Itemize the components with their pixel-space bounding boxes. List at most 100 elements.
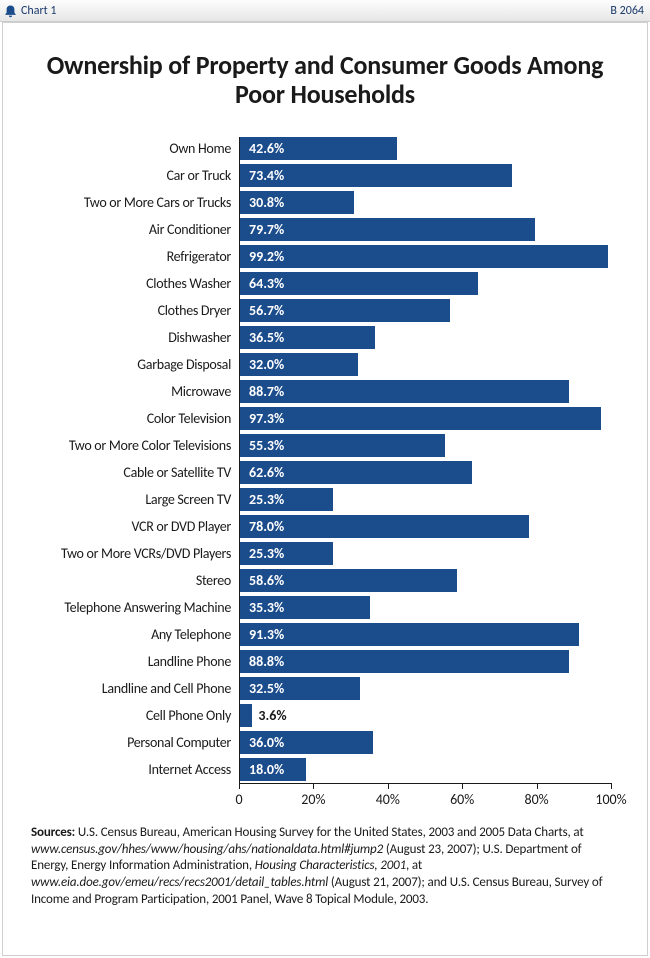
doc-id-label: B 2064: [610, 4, 644, 18]
x-axis-tick-label: 100%: [595, 791, 626, 808]
bar-row: Internet Access18.0%: [31, 756, 619, 783]
bar-track: 3.6%: [239, 704, 611, 727]
bar-row: Cell Phone Only3.6%: [31, 702, 619, 729]
bar-row: Cable or Satellite TV62.6%: [31, 459, 619, 486]
bar-track: 62.6%: [239, 461, 611, 484]
x-axis-line: [239, 783, 611, 784]
x-axis-tick: [313, 783, 314, 789]
bar-category-label: Garbage Disposal: [31, 356, 239, 373]
bar: 73.4%: [239, 164, 512, 187]
bar-category-label: Clothes Dryer: [31, 302, 239, 319]
x-axis-tick-label: 80%: [524, 791, 548, 808]
bar-value-label: 56.7%: [239, 302, 284, 319]
bar-category-label: Cable or Satellite TV: [31, 464, 239, 481]
bar-value-label: 99.2%: [239, 248, 284, 265]
bar: 88.8%: [239, 650, 569, 673]
bar-row: Own Home42.6%: [31, 135, 619, 162]
bar-value-label: 3.6%: [252, 707, 286, 724]
bar: 25.3%: [239, 488, 333, 511]
bar-track: 73.4%: [239, 164, 611, 187]
bar-track: 79.7%: [239, 218, 611, 241]
bar-row: Microwave88.7%: [31, 378, 619, 405]
bar-value-label: 32.0%: [239, 356, 284, 373]
bar: 64.3%: [239, 272, 478, 295]
bar-row: Color Television97.3%: [31, 405, 619, 432]
sources-body: U.S. Census Bureau, American Housing Sur…: [31, 825, 602, 907]
bar-category-label: Personal Computer: [31, 734, 239, 751]
bar-track: 25.3%: [239, 488, 611, 511]
x-axis-tick: [462, 783, 463, 789]
bar-value-label: 25.3%: [239, 545, 284, 562]
x-axis-tick: [611, 783, 612, 789]
bar-value-label: 35.3%: [239, 599, 284, 616]
bar: 55.3%: [239, 434, 445, 457]
bar-track: 25.3%: [239, 542, 611, 565]
bar-value-label: 73.4%: [239, 167, 284, 184]
bar-track: 99.2%: [239, 245, 611, 268]
bar-row: Landline and Cell Phone32.5%: [31, 675, 619, 702]
x-axis-tick-label: 0: [235, 791, 242, 808]
bar: 42.6%: [239, 137, 397, 160]
bar-category-label: Telephone Answering Machine: [31, 599, 239, 616]
x-axis-tick: [537, 783, 538, 789]
bar-track: 32.5%: [239, 677, 611, 700]
x-axis-tick-label: 40%: [376, 791, 400, 808]
bar-row: Car or Truck73.4%: [31, 162, 619, 189]
bar-track: 36.5%: [239, 326, 611, 349]
bar-value-label: 32.5%: [239, 680, 284, 697]
bar-row: Personal Computer36.0%: [31, 729, 619, 756]
bar-category-label: Color Television: [31, 410, 239, 427]
bar: 79.7%: [239, 218, 535, 241]
bar-row: Clothes Washer64.3%: [31, 270, 619, 297]
bar: 18.0%: [239, 758, 306, 781]
bar-track: 42.6%: [239, 137, 611, 160]
bar-category-label: Car or Truck: [31, 167, 239, 184]
bar-category-label: Any Telephone: [31, 626, 239, 643]
bar: 30.8%: [239, 191, 354, 214]
bar-category-label: Cell Phone Only: [31, 707, 239, 724]
bar: 32.5%: [239, 677, 360, 700]
bar-category-label: Two or More Color Televisions: [31, 437, 239, 454]
bar-row: Landline Phone88.8%: [31, 648, 619, 675]
bar: 36.0%: [239, 731, 373, 754]
x-axis: 020%40%60%80%100%: [239, 783, 611, 813]
bar-category-label: Own Home: [31, 140, 239, 157]
bar-category-label: Clothes Washer: [31, 275, 239, 292]
bar: 32.0%: [239, 353, 358, 376]
bar-value-label: 30.8%: [239, 194, 284, 211]
x-axis-tick: [239, 783, 240, 789]
x-axis-tick: [388, 783, 389, 789]
bar-value-label: 36.5%: [239, 329, 284, 346]
bar-category-label: Two or More Cars or Trucks: [31, 194, 239, 211]
bar: 3.6%: [239, 704, 252, 727]
bar-row: Dishwasher36.5%: [31, 324, 619, 351]
bar: 88.7%: [239, 380, 569, 403]
bar-row: Stereo58.6%: [31, 567, 619, 594]
bar: 62.6%: [239, 461, 472, 484]
bar-track: 78.0%: [239, 515, 611, 538]
bar-row: Air Conditioner79.7%: [31, 216, 619, 243]
header-bar: Chart 1 B 2064: [0, 0, 650, 22]
x-axis-tick-label: 60%: [450, 791, 474, 808]
bar-row: Two or More Color Televisions55.3%: [31, 432, 619, 459]
bar: 36.5%: [239, 326, 375, 349]
bar-value-label: 36.0%: [239, 734, 284, 751]
bar: 56.7%: [239, 299, 450, 322]
bar: 58.6%: [239, 569, 457, 592]
bar-track: 56.7%: [239, 299, 611, 322]
bell-icon: [4, 4, 17, 18]
sources-text: Sources: U.S. Census Bureau, American Ho…: [31, 825, 619, 908]
bar-value-label: 42.6%: [239, 140, 284, 157]
bar-row: Refrigerator99.2%: [31, 243, 619, 270]
bar-value-label: 88.8%: [239, 653, 284, 670]
chart-number-label: Chart 1: [21, 4, 56, 18]
bar-value-label: 55.3%: [239, 437, 284, 454]
bar-value-label: 62.6%: [239, 464, 284, 481]
bar-track: 91.3%: [239, 623, 611, 646]
bar-category-label: Dishwasher: [31, 329, 239, 346]
bar-value-label: 79.7%: [239, 221, 284, 238]
bar-track: 32.0%: [239, 353, 611, 376]
bar-category-label: Microwave: [31, 383, 239, 400]
bar: 78.0%: [239, 515, 529, 538]
page: Chart 1 B 2064 Ownership of Property and…: [0, 0, 650, 958]
